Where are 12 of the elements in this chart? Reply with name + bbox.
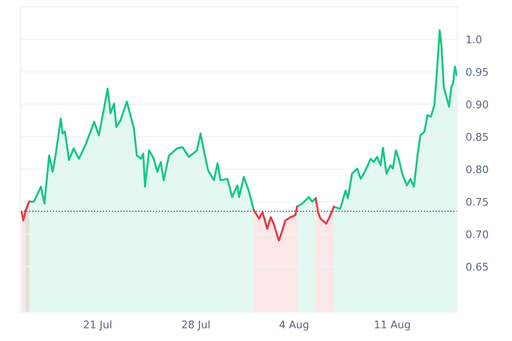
y-tick-label: 0.70 (466, 230, 488, 238)
x-tick-label: 28 Jul (182, 320, 210, 330)
y-tick-label: 0.95 (466, 68, 488, 76)
y-tick-label: 0.75 (466, 198, 488, 206)
y-tick-label: 0.90 (466, 100, 488, 108)
x-tick-label: 11 Aug (375, 320, 410, 330)
x-tick-label: 21 Jul (84, 320, 112, 330)
y-tick-label: 1.0 (466, 36, 482, 44)
y-tick-label: 0.65 (466, 262, 488, 271)
y-tick-label: 0.80 (466, 165, 488, 174)
x-tick-label: 4 Aug (279, 320, 308, 330)
y-tick-label: 0.85 (466, 132, 488, 141)
